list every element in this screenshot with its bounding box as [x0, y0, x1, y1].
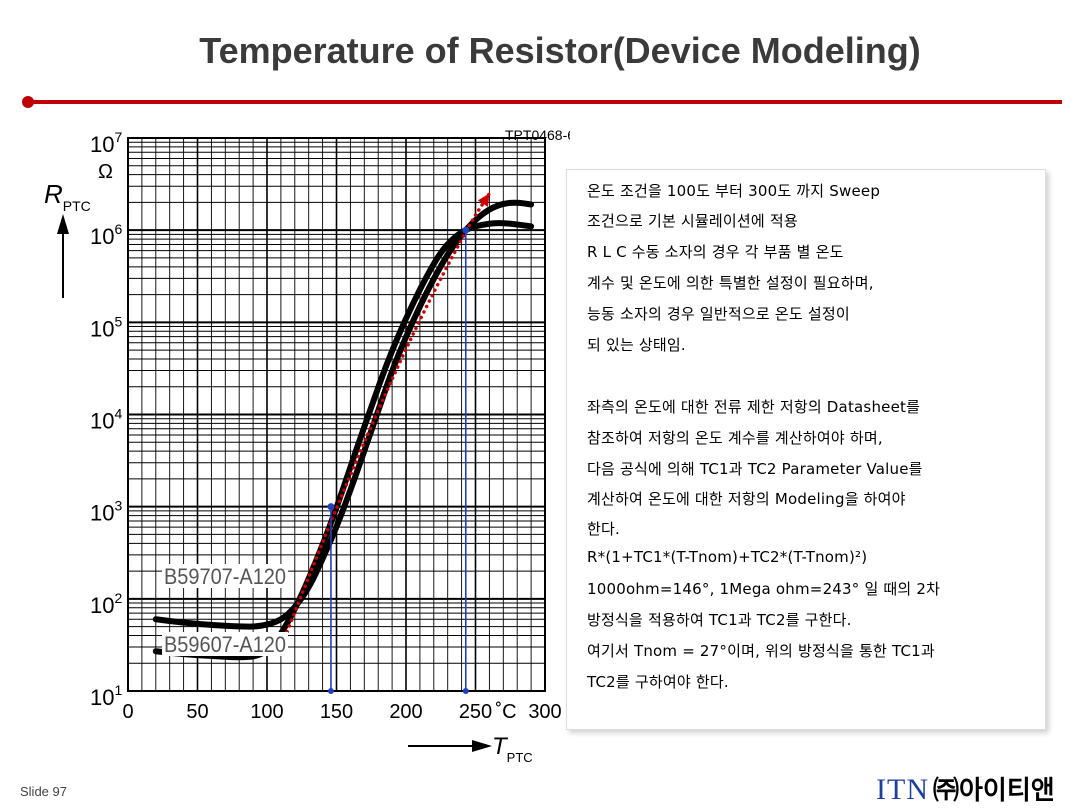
series-label-b59607: B59607-A120	[162, 632, 288, 657]
fit-line-dotted	[276, 191, 492, 657]
y-axis-label: RPTC	[44, 179, 91, 214]
y-unit-label: Ω	[98, 161, 113, 183]
note-line: 온도 조건을 100도 부터 300도 까지 Sweep	[587, 182, 881, 200]
y-tick-label: 102	[90, 590, 122, 618]
y-axis-label-sub: PTC	[63, 198, 91, 214]
y-tick-label: 103	[90, 498, 122, 526]
chart-grid	[128, 138, 545, 691]
x-axis-label: TPTC	[492, 733, 533, 765]
y-tick-label: 105	[90, 313, 122, 341]
note-line: 한다.	[587, 520, 620, 538]
note-line: TC2를 구하여야 한다.	[587, 673, 729, 691]
note-line: 방정식을 적용하여 TC1과 TC2를 구한다.	[587, 611, 852, 629]
x-tick-label: 100	[250, 701, 283, 723]
series-label-b59607-text: B59607-A120	[164, 632, 286, 657]
y-axis-label-main: R	[44, 179, 63, 209]
y-tick-label: 107	[90, 129, 122, 157]
marker-base-point	[327, 688, 334, 694]
note-line: R*(1+TC1*(T-Tnom)+TC2*(T-Tnom)²)	[587, 548, 868, 566]
y-axis-arrow	[57, 214, 69, 298]
note-line: R L C 수동 소자의 경우 각 부품 별 온도	[587, 243, 844, 261]
note-line: 조건으로 기본 시뮬레이션에 적용	[587, 212, 798, 230]
marker-base-point	[462, 688, 469, 694]
note-line: 되 있는 상태임.	[587, 336, 686, 354]
logo-itn-text: ITN	[876, 773, 929, 806]
plot-frame	[127, 137, 546, 692]
y-tick-label: 104	[90, 406, 122, 434]
slide-title: Temperature of Resistor(Device Modeling)	[199, 30, 921, 71]
y-tick-label: 101	[90, 682, 122, 710]
x-tick-label: 250	[459, 701, 492, 723]
x-tick-label: 50	[186, 701, 208, 723]
company-logo: ITN ㈜아이티앤	[876, 770, 1055, 807]
logo-company-name: ㈜아이티앤	[932, 776, 1055, 806]
series-label-b59707: B59707-A120	[162, 564, 288, 589]
series-line-0	[152, 199, 535, 630]
explanation-textbox: 온도 조건을 100도 부터 300도 까지 Sweep 조건으로 기본 시뮬레…	[566, 169, 1046, 730]
note-line: 계산하여 온도에 대한 저항의 Modeling을 하여야	[587, 490, 906, 508]
x-tick-label: 300	[528, 701, 561, 723]
note-line: 여기서 Tnom = 27°이며, 위의 방정식을 통한 TC1과	[587, 642, 935, 660]
x-tick-label: 0	[122, 701, 133, 723]
note-line: 참조하여 저항의 온도 계수를 계산하여야 하며,	[587, 429, 883, 447]
marker-point	[462, 226, 470, 234]
chart-markers	[327, 226, 470, 694]
x-axis-label-main: T	[492, 733, 509, 760]
x-axis-label-sub: PTC	[507, 750, 533, 765]
marker-point	[327, 503, 335, 511]
x-axis-arrow	[408, 740, 492, 752]
note-line: 다음 공식에 의해 TC1과 TC2 Parameter Value를	[587, 460, 923, 478]
x-tick-label: ˚C	[496, 701, 517, 723]
note-line: 1000ohm=146°, 1Mega ohm=243° 일 때의 2차	[587, 580, 941, 598]
note-line: 좌측의 온도에 대한 전류 제한 저항의 Datasheet를	[587, 398, 921, 416]
figure-code: TPT0468-6	[505, 127, 570, 143]
x-tick-label: 200	[389, 701, 422, 723]
note-line: 계수 및 온도에 의한 특별한 설정이 필요하며,	[587, 274, 874, 292]
title-underline-dot	[22, 96, 34, 108]
slide-number: Slide 97	[20, 784, 67, 799]
note-line: 능동 소자의 경우 일반적으로 온도 설정이	[587, 305, 850, 323]
y-tick-label: 106	[90, 221, 122, 249]
x-tick-label: 150	[320, 701, 353, 723]
title-underline	[26, 100, 1062, 104]
fit-line-arrowhead	[477, 193, 490, 207]
series-label-b59707-text: B59707-A120	[164, 564, 286, 589]
